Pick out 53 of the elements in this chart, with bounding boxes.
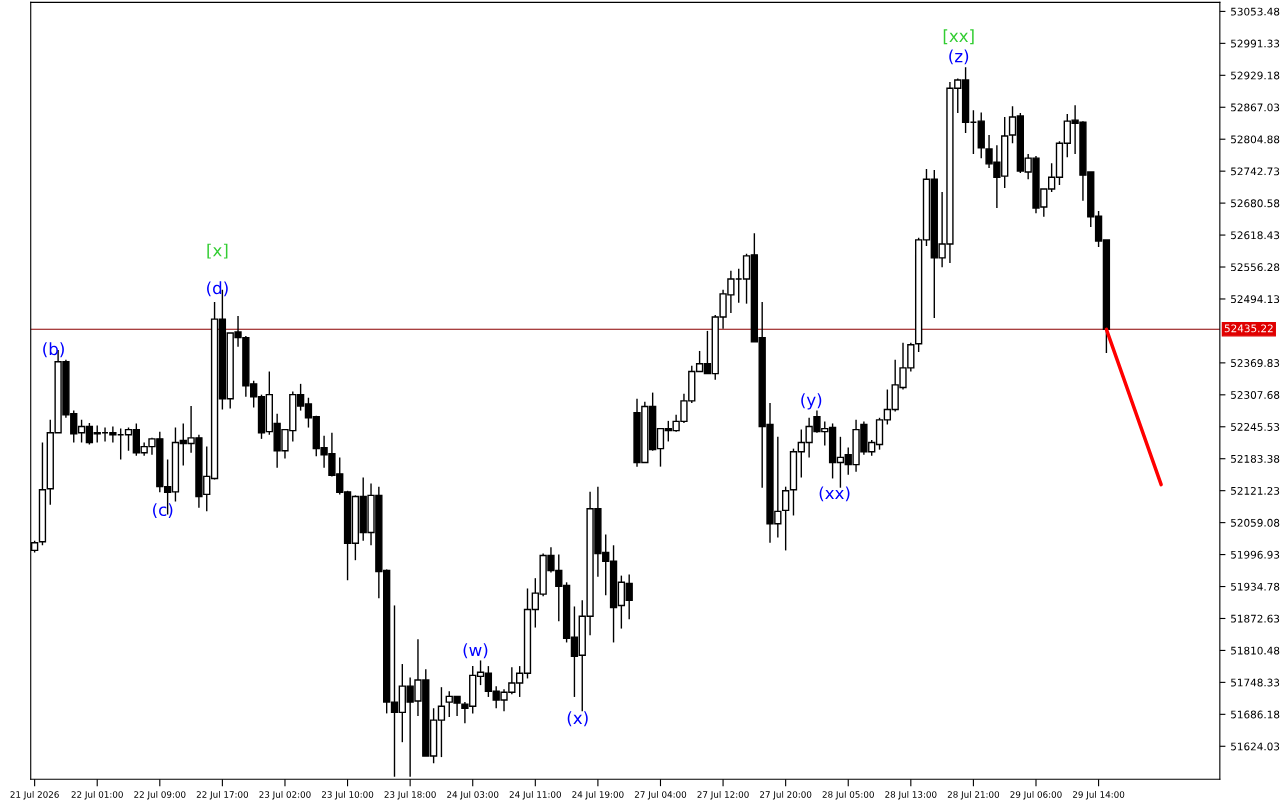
y-tick-label: 52804.88 bbox=[1231, 135, 1280, 144]
y-tick-label: 52059.08 bbox=[1231, 518, 1280, 527]
x-tick-label: 24 Jul 11:00 bbox=[509, 791, 561, 800]
y-tick-label: 51934.78 bbox=[1231, 582, 1280, 591]
y-tick-label: 52556.28 bbox=[1231, 263, 1280, 272]
x-tick-label: 21 Jul 2026 bbox=[10, 791, 59, 800]
y-tick-label: 52494.13 bbox=[1231, 295, 1280, 304]
annotation: (y) bbox=[801, 393, 822, 410]
y-tick-label: 52121.23 bbox=[1231, 486, 1280, 495]
y-tick-label: 52183.38 bbox=[1231, 454, 1280, 463]
x-tick-label: 28 Jul 21:00 bbox=[947, 791, 1000, 800]
x-tick-label: 23 Jul 10:00 bbox=[321, 791, 374, 800]
y-tick-label: 52307.68 bbox=[1231, 391, 1280, 399]
annotation: (d) bbox=[207, 281, 228, 297]
y-tick-label: 53053.48 bbox=[1231, 7, 1280, 16]
x-tick-label: 24 Jul 03:00 bbox=[447, 791, 499, 800]
y-tick-label: 52680.58 bbox=[1231, 199, 1280, 208]
x-tick-label: 28 Jul 13:00 bbox=[885, 791, 937, 800]
annotation: (xx) bbox=[819, 486, 850, 502]
candlestick bbox=[781, 485, 790, 552]
y-tick-label: 52929.18 bbox=[1231, 71, 1280, 80]
y-tick-label: 52245.53 bbox=[1231, 423, 1280, 431]
y-tick-label: 51748.33 bbox=[1231, 678, 1280, 687]
annotation: (z) bbox=[949, 49, 969, 65]
x-tick-label: 23 Jul 18:00 bbox=[384, 791, 436, 800]
x-tick-label: 28 Jul 05:00 bbox=[822, 791, 874, 800]
ref-line-label: 52435.22 bbox=[1224, 324, 1273, 333]
y-tick-label: 51872.63 bbox=[1231, 614, 1280, 623]
x-tick-label: 27 Jul 04:00 bbox=[634, 791, 687, 800]
annotation: (b) bbox=[43, 342, 64, 358]
y-tick-label: 52867.03 bbox=[1231, 103, 1280, 112]
y-tick-label: 51686.18 bbox=[1231, 710, 1280, 719]
x-tick-label: 29 Jul 14:00 bbox=[1072, 791, 1125, 800]
y-tick-label: 52742.73 bbox=[1231, 167, 1280, 176]
annotation: [xx] bbox=[943, 29, 974, 45]
y-tick-label: 51810.48 bbox=[1231, 646, 1280, 655]
annotation: (x) bbox=[567, 711, 588, 727]
x-tick-label: 22 Jul 01:00 bbox=[71, 791, 123, 800]
x-tick-label: 27 Jul 20:00 bbox=[760, 791, 812, 800]
y-tick-label: 51624.03 bbox=[1231, 742, 1280, 751]
annotation: (c) bbox=[153, 503, 173, 518]
x-tick-label: 22 Jul 17:00 bbox=[196, 791, 249, 800]
y-tick-label: 52369.83 bbox=[1231, 359, 1280, 367]
x-tick-label: 29 Jul 06:00 bbox=[1010, 791, 1062, 800]
annotation: (w) bbox=[463, 643, 488, 659]
x-tick-label: 23 Jul 02:00 bbox=[259, 791, 311, 800]
y-tick-label: 51996.93 bbox=[1231, 550, 1280, 559]
annotation: [x] bbox=[207, 243, 228, 259]
y-tick-label: 52991.33 bbox=[1231, 39, 1280, 48]
x-tick-label: 22 Jul 09:00 bbox=[134, 791, 186, 800]
y-tick-label: 52618.43 bbox=[1231, 231, 1280, 240]
x-tick-label: 24 Jul 19:00 bbox=[572, 791, 624, 800]
x-tick-label: 27 Jul 12:00 bbox=[697, 791, 749, 800]
